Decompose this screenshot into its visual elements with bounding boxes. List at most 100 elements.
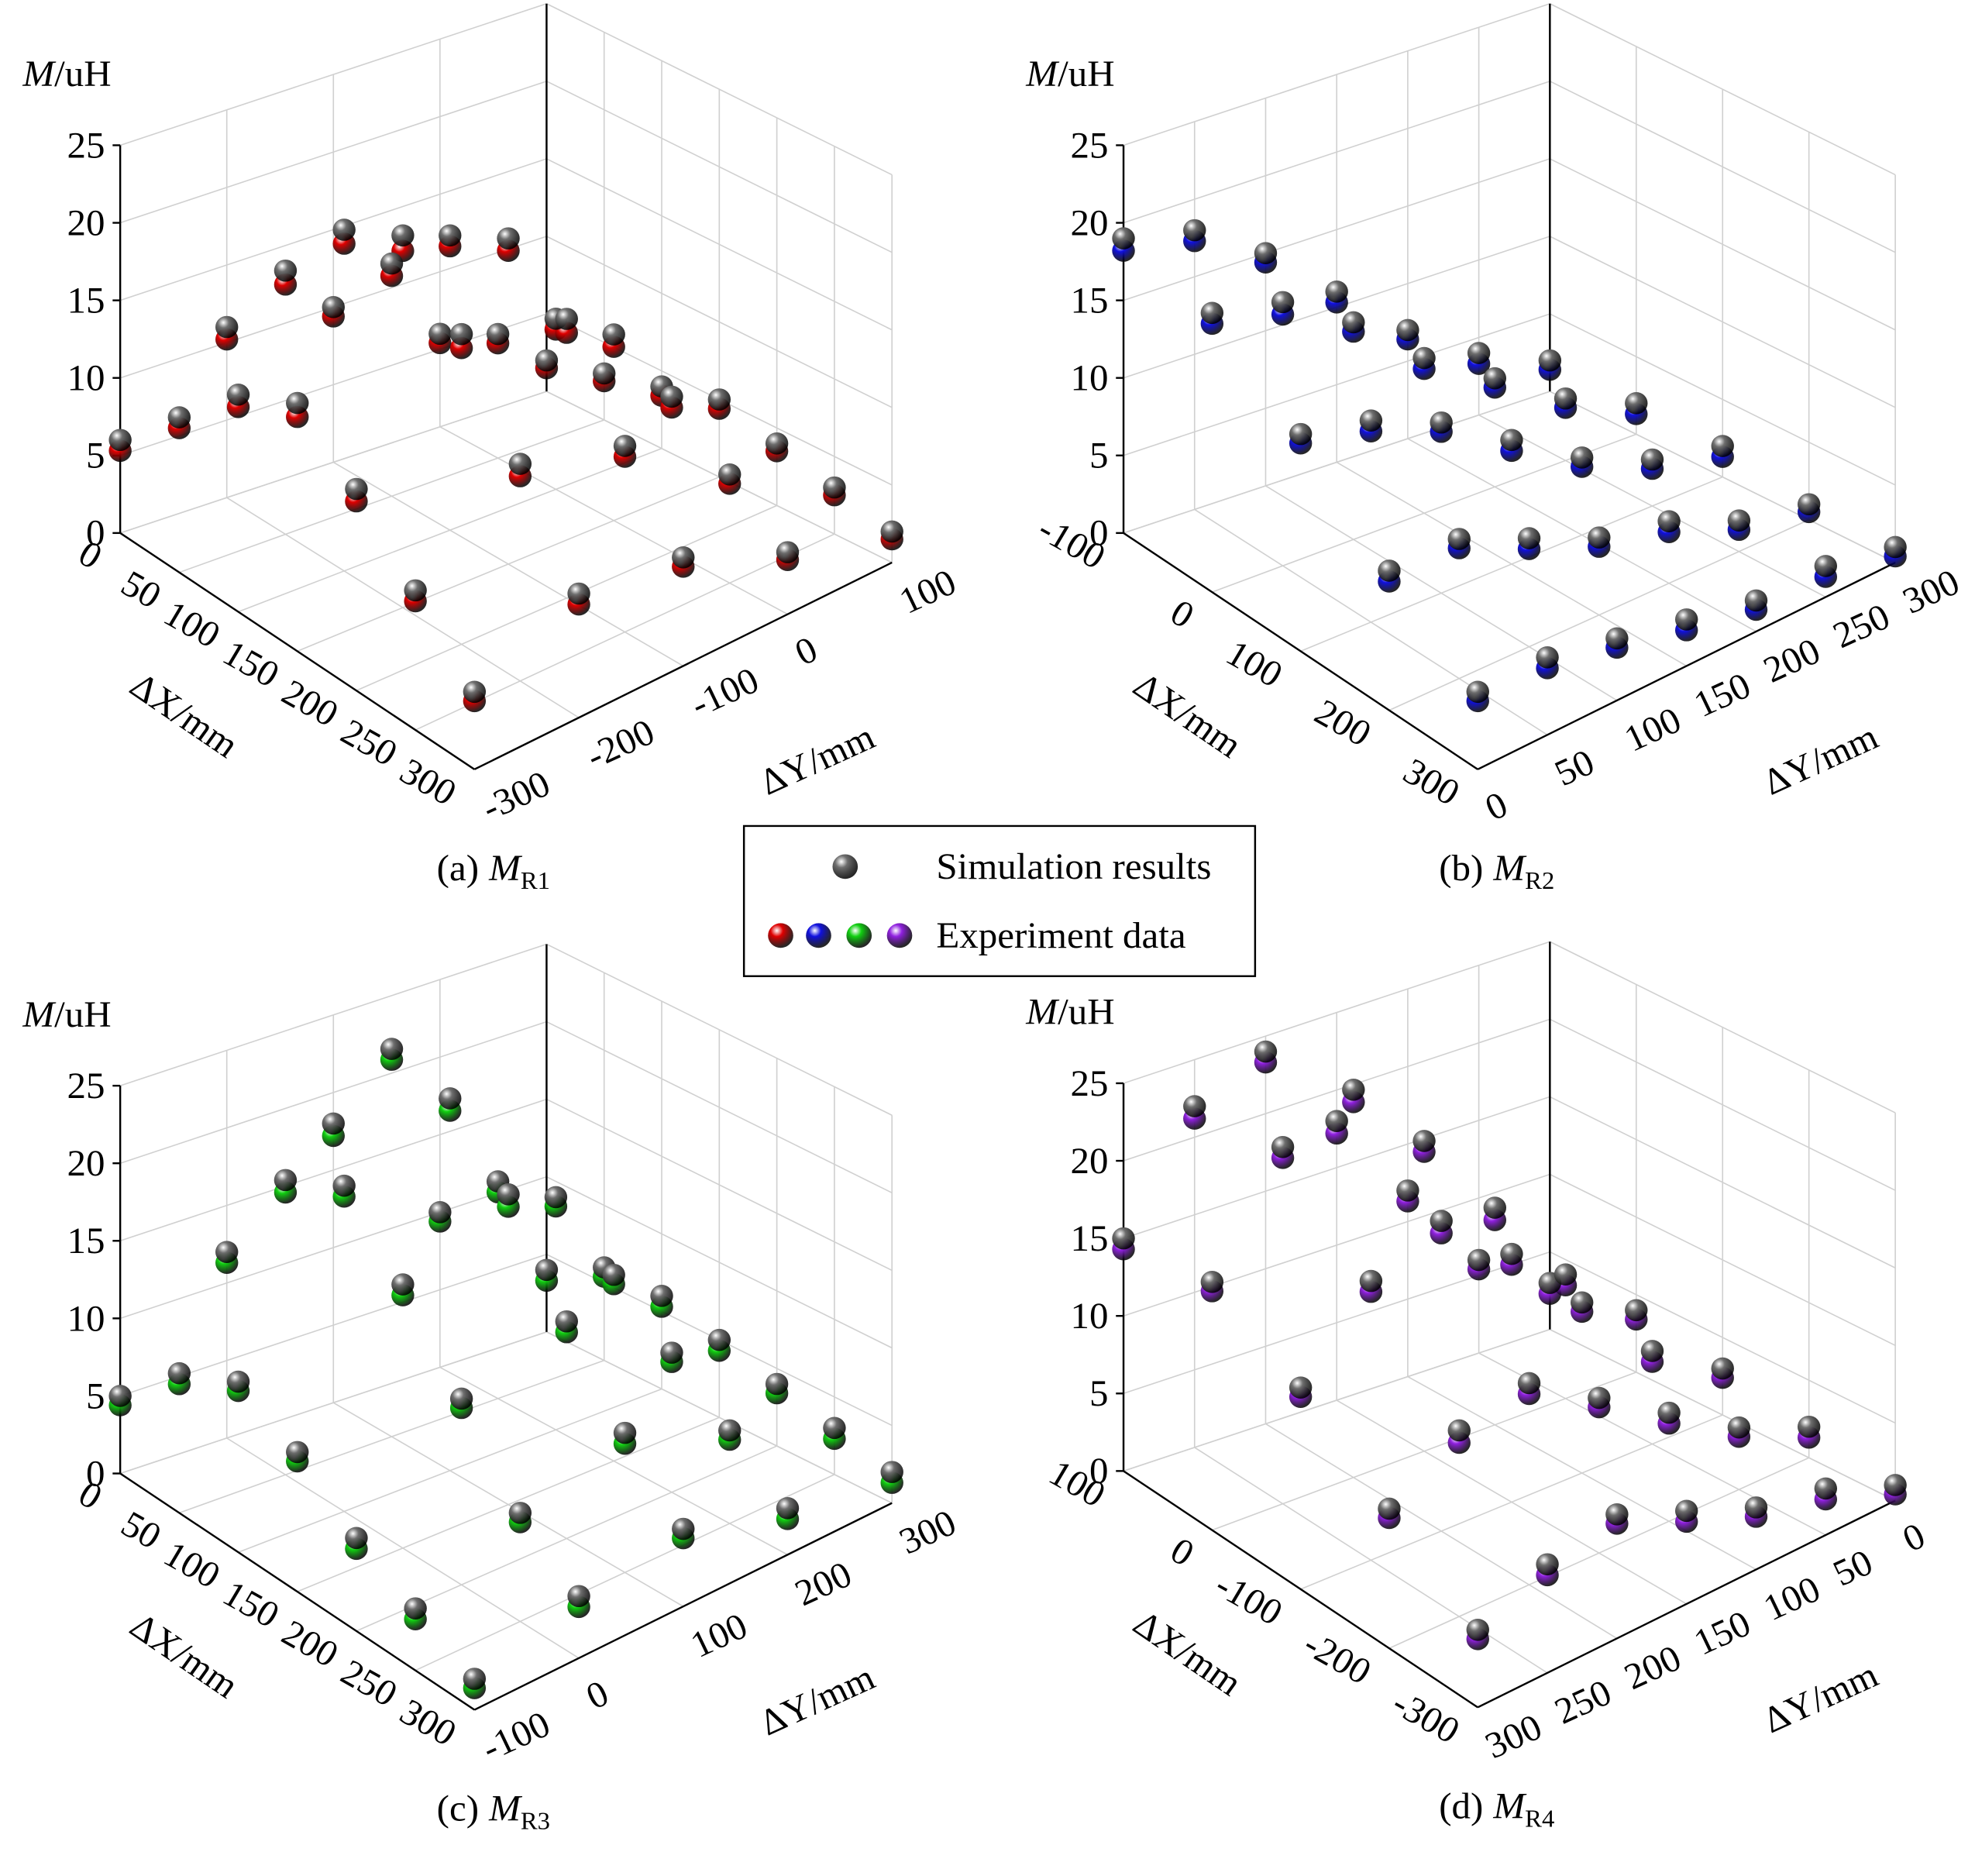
sphere	[108, 429, 132, 452]
sphere	[1466, 680, 1489, 704]
legend-box	[742, 824, 1257, 977]
sphere	[1342, 311, 1365, 334]
y-tick-label: 0	[580, 1673, 615, 1717]
sphere	[1744, 1496, 1768, 1519]
grid-line	[1478, 414, 1826, 598]
x-axis	[119, 1472, 476, 1711]
x-tick-label: 200	[275, 1613, 345, 1675]
legend-label: Experiment data	[936, 916, 1185, 956]
y-axis-title: ΔY/mm	[1757, 717, 1884, 804]
grid-line	[1549, 313, 1896, 486]
sphere	[391, 1273, 415, 1296]
z-tick-label: 5	[86, 1376, 105, 1416]
caption-symbol: M	[1492, 848, 1527, 888]
z-axis-unit: /uH	[1058, 992, 1114, 1032]
sphere	[718, 1419, 741, 1442]
sphere	[1359, 409, 1383, 432]
sphere	[660, 385, 683, 408]
sphere	[1467, 342, 1491, 364]
sphere	[544, 1186, 568, 1209]
legend-marker	[806, 923, 831, 948]
grid-line	[332, 461, 684, 667]
z-axis-title: M/uH	[22, 994, 111, 1034]
sphere	[1200, 301, 1224, 325]
sphere	[345, 477, 368, 501]
y-tick-label: 150	[1688, 1603, 1757, 1664]
grid-line	[226, 1437, 580, 1659]
grid-line	[1549, 158, 1896, 331]
x-tick-label: 300	[393, 751, 463, 814]
z-tick-label: 0	[1089, 1451, 1108, 1492]
sphere	[508, 1502, 532, 1524]
x-tick-label: 250	[334, 1652, 404, 1715]
grid-line	[1549, 81, 1896, 253]
grid-line	[546, 1176, 893, 1349]
sphere	[1625, 392, 1648, 415]
sphere	[1744, 589, 1768, 612]
sphere	[1378, 1497, 1401, 1520]
sphere	[449, 322, 473, 346]
sphere	[1112, 227, 1135, 250]
legend-marker	[886, 923, 913, 948]
x-tick-label: -100	[1208, 1564, 1289, 1633]
z-tick-label: 0	[86, 513, 105, 553]
sphere	[535, 1258, 559, 1282]
sphere	[765, 432, 789, 455]
sphere	[613, 1421, 637, 1444]
sphere	[332, 1174, 356, 1197]
sphere	[555, 1310, 578, 1333]
x-axis	[119, 532, 476, 770]
y-tick-label: 0	[1897, 1516, 1932, 1560]
grid-line	[1123, 1018, 1550, 1162]
grid-line	[1123, 941, 1550, 1084]
y-tick-label: 250	[1549, 1672, 1618, 1733]
x-axis-title: ΔX/mm	[122, 665, 246, 766]
x-tick-label: 50	[114, 563, 167, 617]
legend-marker	[832, 854, 858, 879]
y-axis	[473, 1502, 893, 1711]
sphere	[1536, 1553, 1559, 1576]
y-tick-label: -100	[476, 1704, 556, 1769]
x-tick-label: 100	[157, 1534, 226, 1596]
sphere	[1884, 535, 1907, 559]
sphere	[1342, 1078, 1365, 1101]
y-tick-label: 150	[1688, 665, 1757, 725]
caption-symbol: M	[488, 848, 523, 888]
sphere	[660, 1341, 683, 1364]
sphere	[1200, 1271, 1224, 1293]
z-tick-label: 20	[67, 203, 105, 243]
z-tick-label: 10	[67, 358, 105, 398]
grid-line	[1549, 1173, 1896, 1347]
sphere	[1412, 346, 1436, 370]
sphere	[1430, 411, 1453, 434]
sphere	[1183, 1095, 1206, 1117]
sphere	[1447, 1419, 1471, 1442]
sphere	[1711, 1357, 1734, 1380]
sphere	[880, 520, 903, 543]
caption: (c) MR3	[437, 1788, 550, 1834]
sphere	[1430, 1210, 1453, 1232]
sphere	[1797, 493, 1821, 516]
y-tick-label: 300	[1897, 562, 1966, 622]
z-axis-symbol: M	[22, 994, 57, 1034]
sphere	[1538, 349, 1562, 372]
sphere	[1325, 281, 1348, 303]
sphere	[497, 1183, 520, 1206]
z-tick-label: 5	[1089, 1374, 1108, 1414]
y-tick-label: 100	[1618, 700, 1687, 760]
grid-line	[1549, 3, 1896, 176]
caption-label: (a)	[437, 848, 479, 888]
sphere	[555, 308, 578, 330]
sphere	[1884, 1474, 1907, 1496]
grid-line	[119, 1176, 547, 1320]
caption-symbol: M	[1492, 1786, 1527, 1826]
y-axis-title: ΔY/mm	[753, 1657, 881, 1743]
y-tick-label: 100	[1757, 1568, 1826, 1629]
sphere	[508, 453, 532, 475]
sphere	[428, 1201, 452, 1224]
grid-line	[1549, 391, 1896, 563]
x-tick-label: 200	[1308, 692, 1378, 755]
sphere	[380, 1038, 404, 1060]
z-tick-label: 25	[67, 126, 105, 166]
sphere	[1325, 1110, 1348, 1133]
